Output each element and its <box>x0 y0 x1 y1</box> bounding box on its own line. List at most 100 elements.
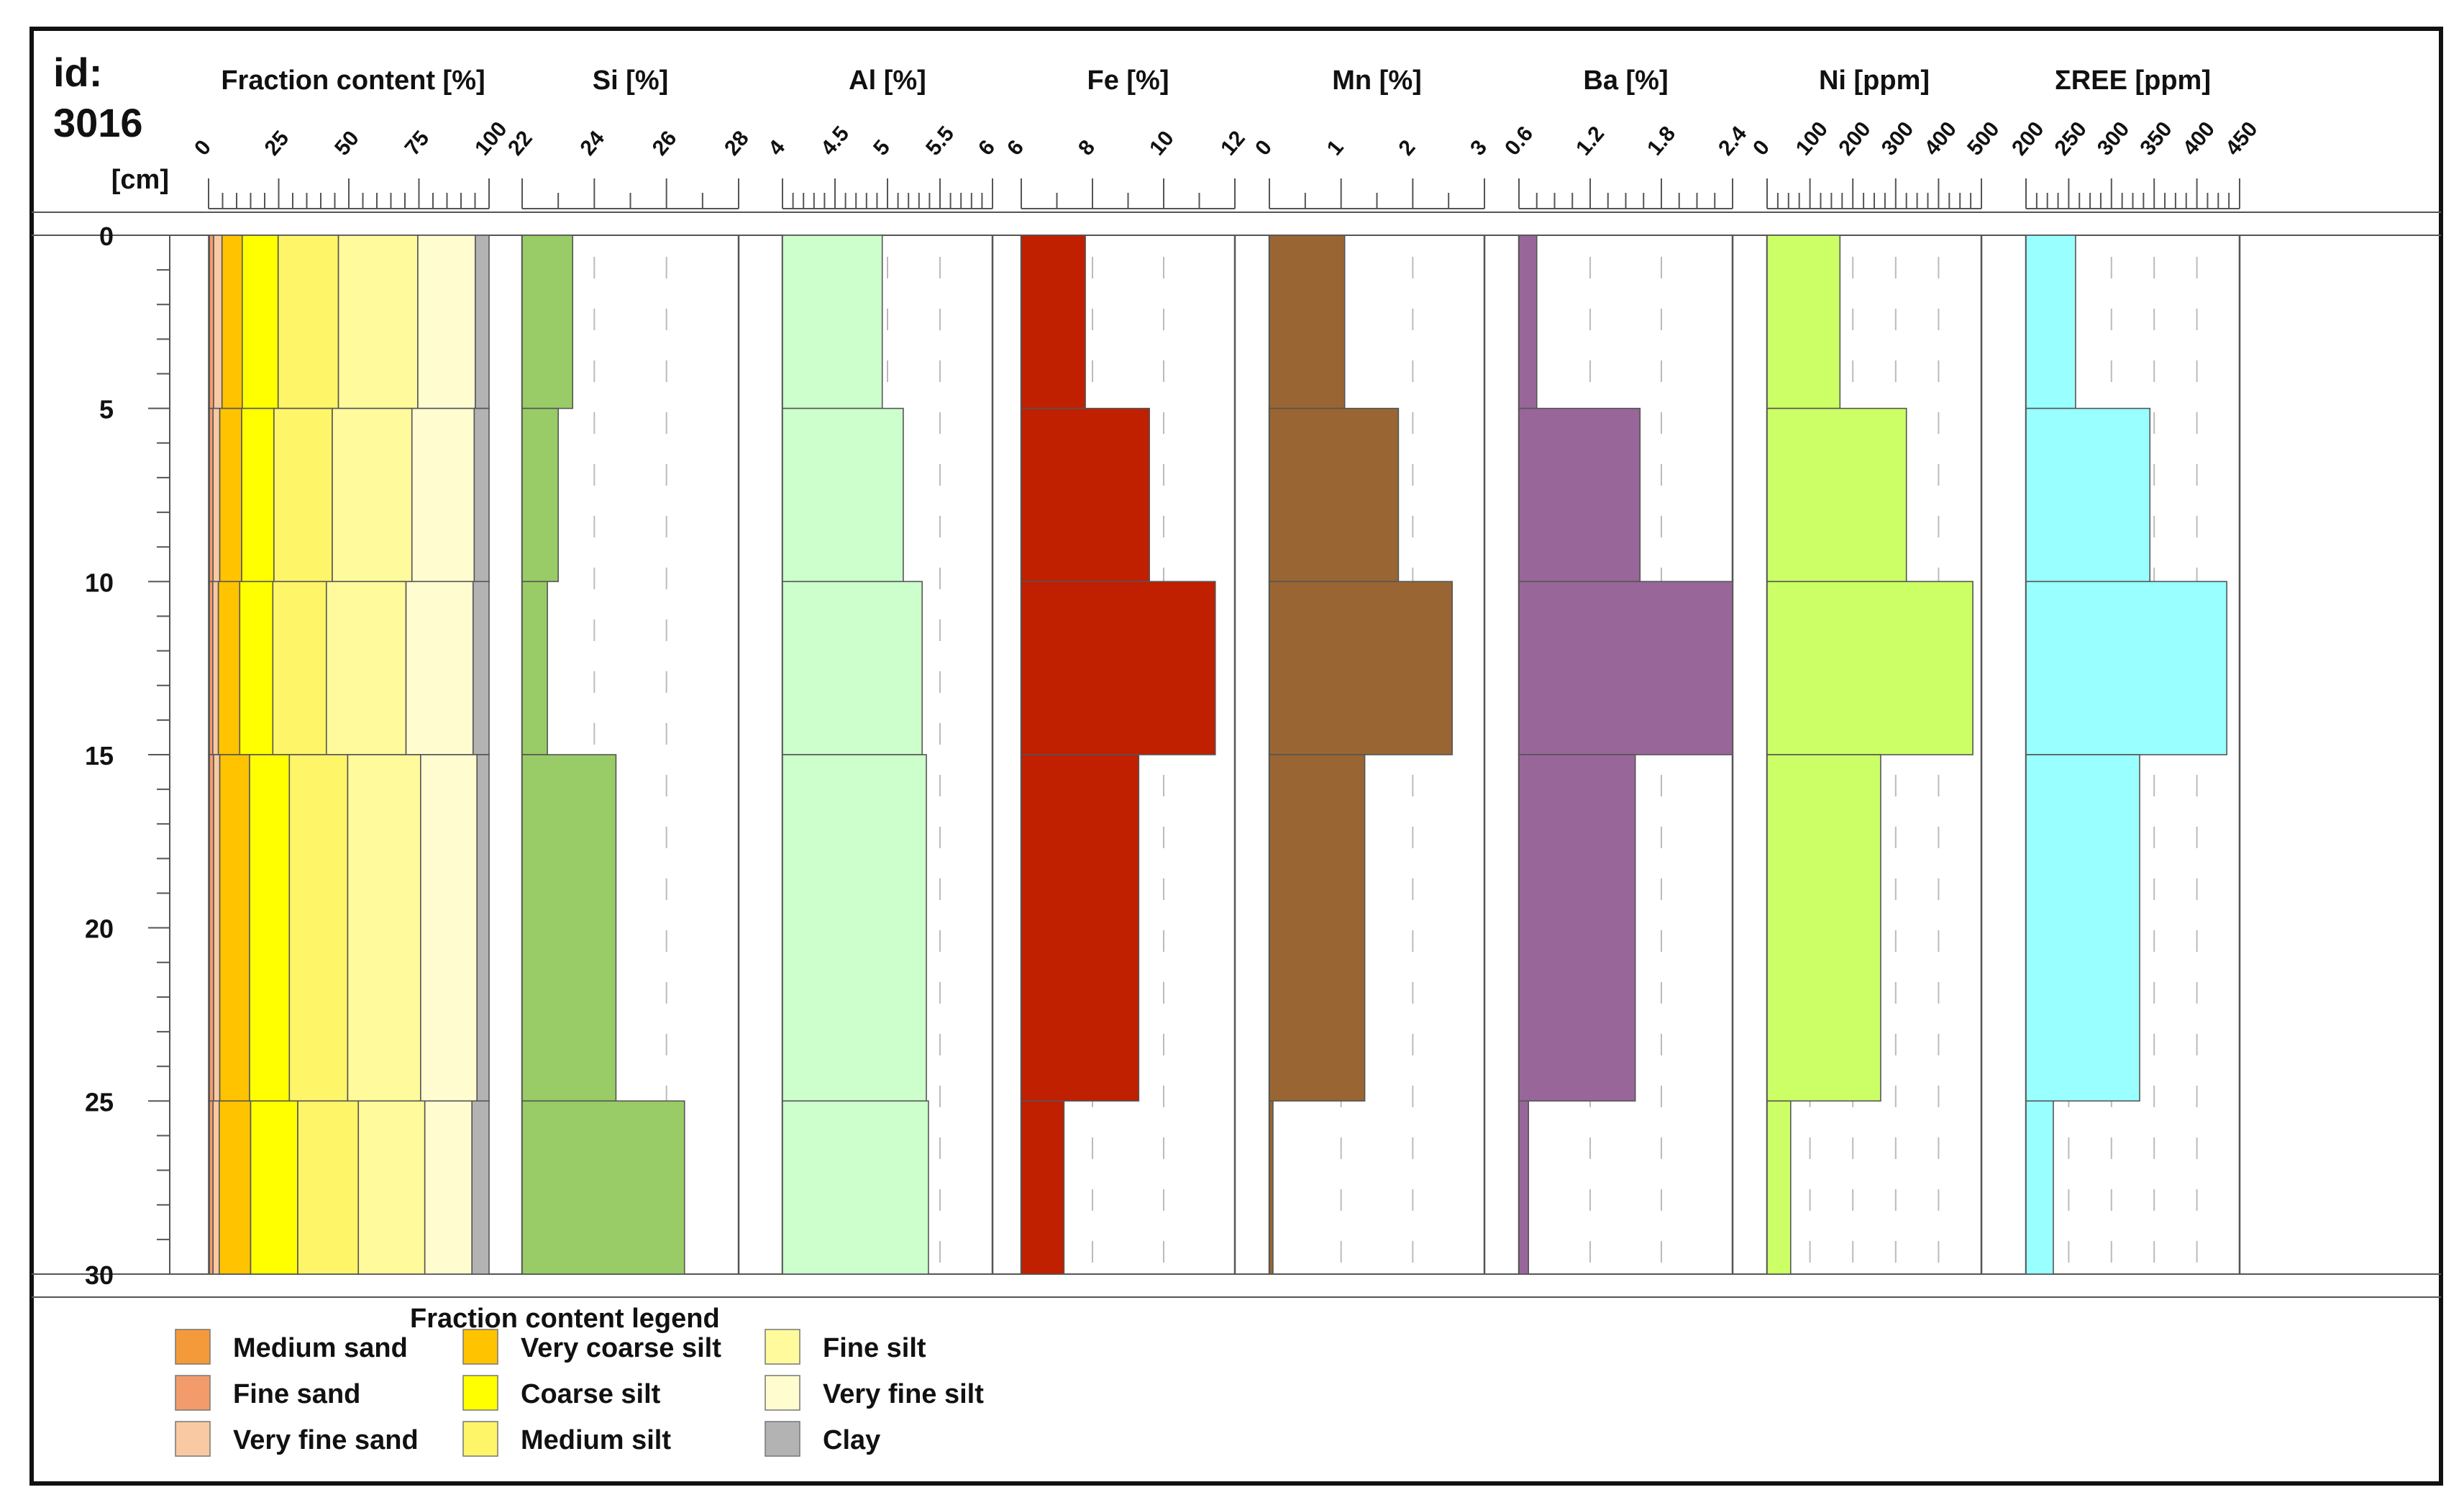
panel-title: Ni [ppm] <box>1819 65 1930 96</box>
al-bar <box>782 407 904 583</box>
fraction-segment-6 <box>337 235 419 409</box>
panel-title: Ba [%] <box>1583 65 1668 96</box>
fraction-segment-6 <box>332 407 413 583</box>
fraction-segment-7 <box>424 1100 473 1275</box>
fraction-segment-3 <box>219 754 250 1102</box>
tick-label: 4 <box>764 135 790 160</box>
tick-label: 1.2 <box>1571 122 1609 160</box>
legend-item-label: Very coarse silt <box>521 1333 721 1363</box>
legend-swatch <box>175 1421 211 1457</box>
tick-label: 6 <box>974 136 1000 160</box>
fraction-segment-2 <box>212 407 221 583</box>
panel-title: Fraction content [%] <box>221 65 485 96</box>
panel-title: Al [%] <box>849 65 926 96</box>
ni-bar <box>1766 235 1841 409</box>
fe-bar <box>1021 407 1150 583</box>
fe-bar <box>1021 754 1140 1102</box>
legend-swatch <box>462 1421 498 1457</box>
legend-item-label: Medium sand <box>233 1333 408 1363</box>
fraction-segment-7 <box>417 235 476 409</box>
tick-label: 6 <box>1003 136 1028 160</box>
fraction-segment-2 <box>212 1100 220 1275</box>
tick-label: 2 <box>1394 136 1420 160</box>
si-bar <box>521 581 548 755</box>
tick-label: 300 <box>2093 117 2134 160</box>
panel-ree: ΣREE [ppm]200 250 300 350 400 450 <box>2007 65 2263 1275</box>
legend-swatch <box>462 1375 498 1411</box>
ree-bar <box>2025 407 2151 583</box>
al-bar <box>782 581 923 755</box>
mn-bar <box>1269 581 1453 755</box>
fraction-segment-1 <box>209 754 214 1102</box>
depth-tick-label: 0 <box>99 222 114 251</box>
tick-label: 10 <box>1145 127 1179 160</box>
ba-bar <box>1518 754 1636 1102</box>
tick-label: 8 <box>1074 136 1100 160</box>
legend-item-label: Fine silt <box>823 1333 926 1363</box>
tick-label: 0.6 <box>1500 122 1538 160</box>
fraction-segment-8 <box>476 754 490 1102</box>
ni-bar <box>1766 581 1974 755</box>
fraction-segment-5 <box>297 1100 360 1275</box>
ree-bar <box>2025 581 2227 755</box>
fraction-segment-5 <box>277 235 339 409</box>
legend-item-label: Coarse silt <box>521 1379 661 1409</box>
tick-label: 100 <box>470 117 511 160</box>
panel-title: Mn [%] <box>1332 65 1422 96</box>
tick-label: 300 <box>1877 117 1918 160</box>
tick-label: 0 <box>1251 136 1277 160</box>
fe-bar <box>1021 235 1086 409</box>
si-bar <box>521 407 559 583</box>
tick-label: 24 <box>575 126 609 160</box>
ba-bar <box>1518 581 1733 755</box>
panel-si: Si [%]22 24 26 28 <box>503 65 754 1275</box>
depth-tick-label: 5 <box>99 395 114 424</box>
depth-axis: 0 5 10 15 20 25 30 <box>85 222 170 1290</box>
tick-label: 200 <box>1834 117 1875 160</box>
tick-label: 4.5 <box>816 122 854 160</box>
fraction-legend: Fraction content legend Medium sand Fine … <box>175 1304 984 1457</box>
fraction-segment-4 <box>241 407 275 583</box>
fraction-segment-1 <box>209 235 214 409</box>
legend-swatch <box>175 1375 211 1411</box>
fraction-segment-3 <box>219 407 242 583</box>
panel-fraction: Fraction content [%] 0 25 50 75 100 <box>190 65 512 1275</box>
fraction-segment-2 <box>212 581 219 755</box>
tick-label: 0 <box>1748 136 1774 160</box>
fraction-segment-8 <box>473 407 490 583</box>
fraction-segment-6 <box>357 1100 426 1275</box>
depth-tick-label: 30 <box>85 1260 114 1290</box>
legend-swatch <box>175 1329 211 1365</box>
tick-label: 50 <box>330 127 364 160</box>
fraction-segment-7 <box>411 407 475 583</box>
panel-ba: Ba [%] 0.6 1.2 1.8 2.4 <box>1500 65 1751 1275</box>
fraction-segment-4 <box>239 581 274 755</box>
tick-label: 12 <box>1216 127 1250 160</box>
fraction-segment-4 <box>241 235 279 409</box>
mn-bar <box>1269 407 1400 583</box>
fraction-segment-3 <box>217 581 241 755</box>
tick-label: 1 <box>1323 136 1349 160</box>
fraction-segment-8 <box>471 1100 490 1275</box>
tick-label: 5 <box>869 136 895 160</box>
fraction-segment-3 <box>221 235 243 409</box>
mn-bar <box>1269 1100 1274 1275</box>
legend-swatch <box>765 1421 800 1457</box>
legend-swatch <box>765 1329 800 1365</box>
fraction-segment-7 <box>405 581 474 755</box>
depth-tick-label: 10 <box>85 568 114 597</box>
tick-label: 400 <box>1920 117 1961 160</box>
depth-tick-label: 15 <box>85 741 114 771</box>
si-bar <box>521 754 617 1102</box>
panel-ni: Ni [ppm] 0 100 200 300 400 500 <box>1748 65 2004 1275</box>
tick-label: 1.8 <box>1643 122 1680 160</box>
fraction-segment-5 <box>273 407 333 583</box>
fraction-segment-2 <box>213 235 223 409</box>
tick-label: 2.4 <box>1714 122 1751 160</box>
panel-title: Si [%] <box>593 65 669 96</box>
tick-label: 500 <box>1963 117 2004 160</box>
legend-items: Medium sand Fine sand Very fine sand Very c… <box>175 1329 984 1457</box>
ree-bar <box>2025 1100 2054 1275</box>
